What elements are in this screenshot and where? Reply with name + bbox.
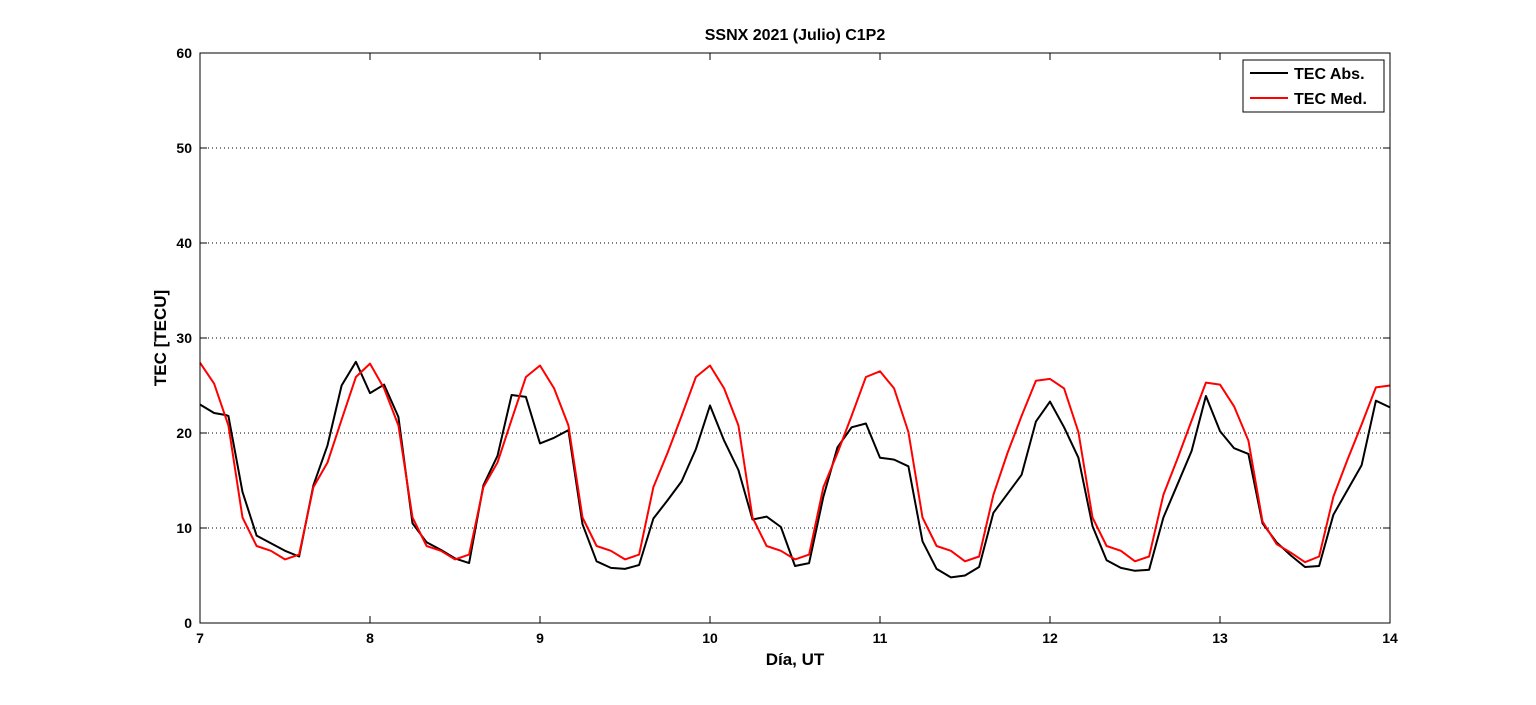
y-tick-label-60: 60 [176,45,192,61]
x-axis-label: Día, UT [766,650,825,669]
legend-label-tec-med: TEC Med. [1294,91,1367,108]
x-tick-label-9: 9 [536,630,544,646]
x-tick-label-13: 13 [1212,630,1228,646]
x-axis-ticks: 7 8 9 10 11 12 13 14 [196,53,1398,646]
x-tick-label-7: 7 [196,630,204,646]
legend: TEC Abs. TEC Med. [1242,59,1385,113]
y-tick-label-0: 0 [184,615,192,631]
x-tick-label-11: 11 [873,630,888,646]
y-tick-label-30: 30 [176,330,192,346]
series-lines [199,360,1391,579]
series-line-tec-abs [199,360,1391,579]
x-tick-label-10: 10 [702,630,718,646]
chart-title: SSNX 2021 (Julio) C1P2 [705,27,886,44]
x-tick-label-12: 12 [1042,630,1058,646]
plot-area [200,53,1390,623]
legend-box [1242,59,1385,113]
y-tick-label-40: 40 [176,235,192,251]
y-tick-label-10: 10 [176,520,192,536]
series-line-tec-med [199,362,1391,564]
legend-label-tec-abs: TEC Abs. [1294,66,1365,83]
y-axis-ticks: 0 10 20 30 40 50 60 [176,45,1390,631]
x-tick-label-8: 8 [366,630,374,646]
x-tick-label-14: 14 [1382,630,1398,646]
y-tick-label-50: 50 [176,140,192,156]
y-axis-label: TEC [TECU] [151,290,170,386]
y-tick-label-20: 20 [176,425,192,441]
